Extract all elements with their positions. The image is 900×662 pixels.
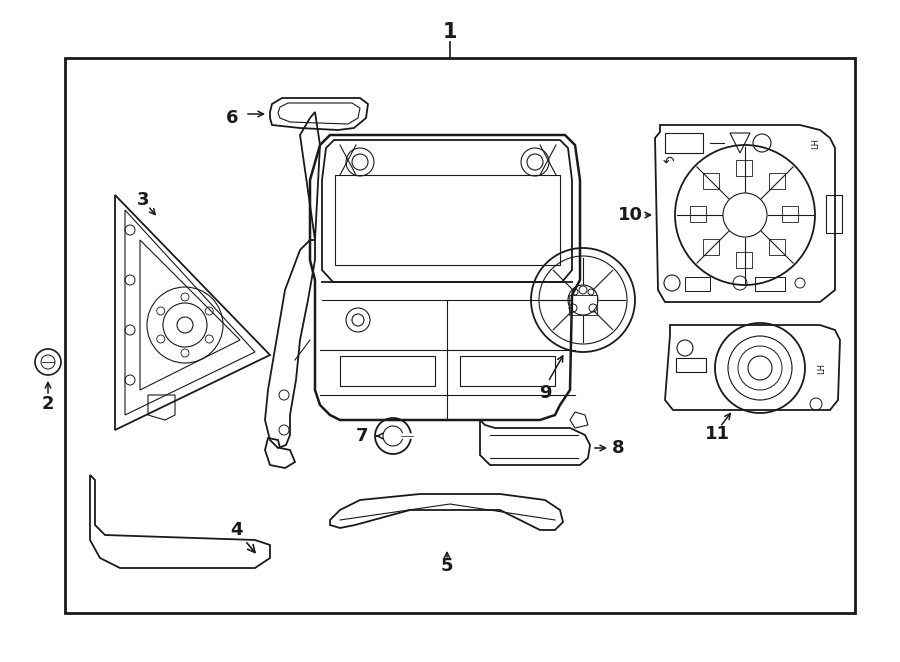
- Bar: [690, 206, 706, 222]
- Text: 1: 1: [443, 22, 457, 42]
- Text: ↶: ↶: [662, 155, 674, 169]
- Bar: [65, 58, 855, 613]
- Text: 11: 11: [705, 425, 730, 443]
- Bar: [736, 160, 752, 176]
- Bar: [704, 173, 719, 189]
- Bar: [460, 356, 555, 386]
- Text: 3: 3: [137, 191, 149, 209]
- Bar: [685, 277, 710, 291]
- Bar: [826, 195, 842, 233]
- Text: 9: 9: [539, 384, 551, 402]
- Bar: [755, 277, 785, 291]
- Bar: [340, 356, 435, 386]
- Text: 8: 8: [612, 439, 625, 457]
- Bar: [665, 133, 703, 153]
- Text: 5: 5: [441, 557, 454, 575]
- Bar: [335, 175, 560, 265]
- Bar: [769, 238, 785, 254]
- Text: 6: 6: [226, 109, 239, 127]
- Text: LH: LH: [817, 363, 826, 373]
- Bar: [769, 173, 785, 189]
- Bar: [676, 358, 706, 372]
- Bar: [736, 252, 752, 268]
- Text: 2: 2: [41, 395, 54, 413]
- Bar: [569, 295, 597, 315]
- Text: 10: 10: [617, 206, 643, 224]
- Bar: [782, 206, 798, 222]
- Text: LH: LH: [812, 138, 821, 148]
- Text: 4: 4: [230, 521, 255, 553]
- Text: 7: 7: [356, 427, 368, 445]
- Bar: [704, 238, 719, 254]
